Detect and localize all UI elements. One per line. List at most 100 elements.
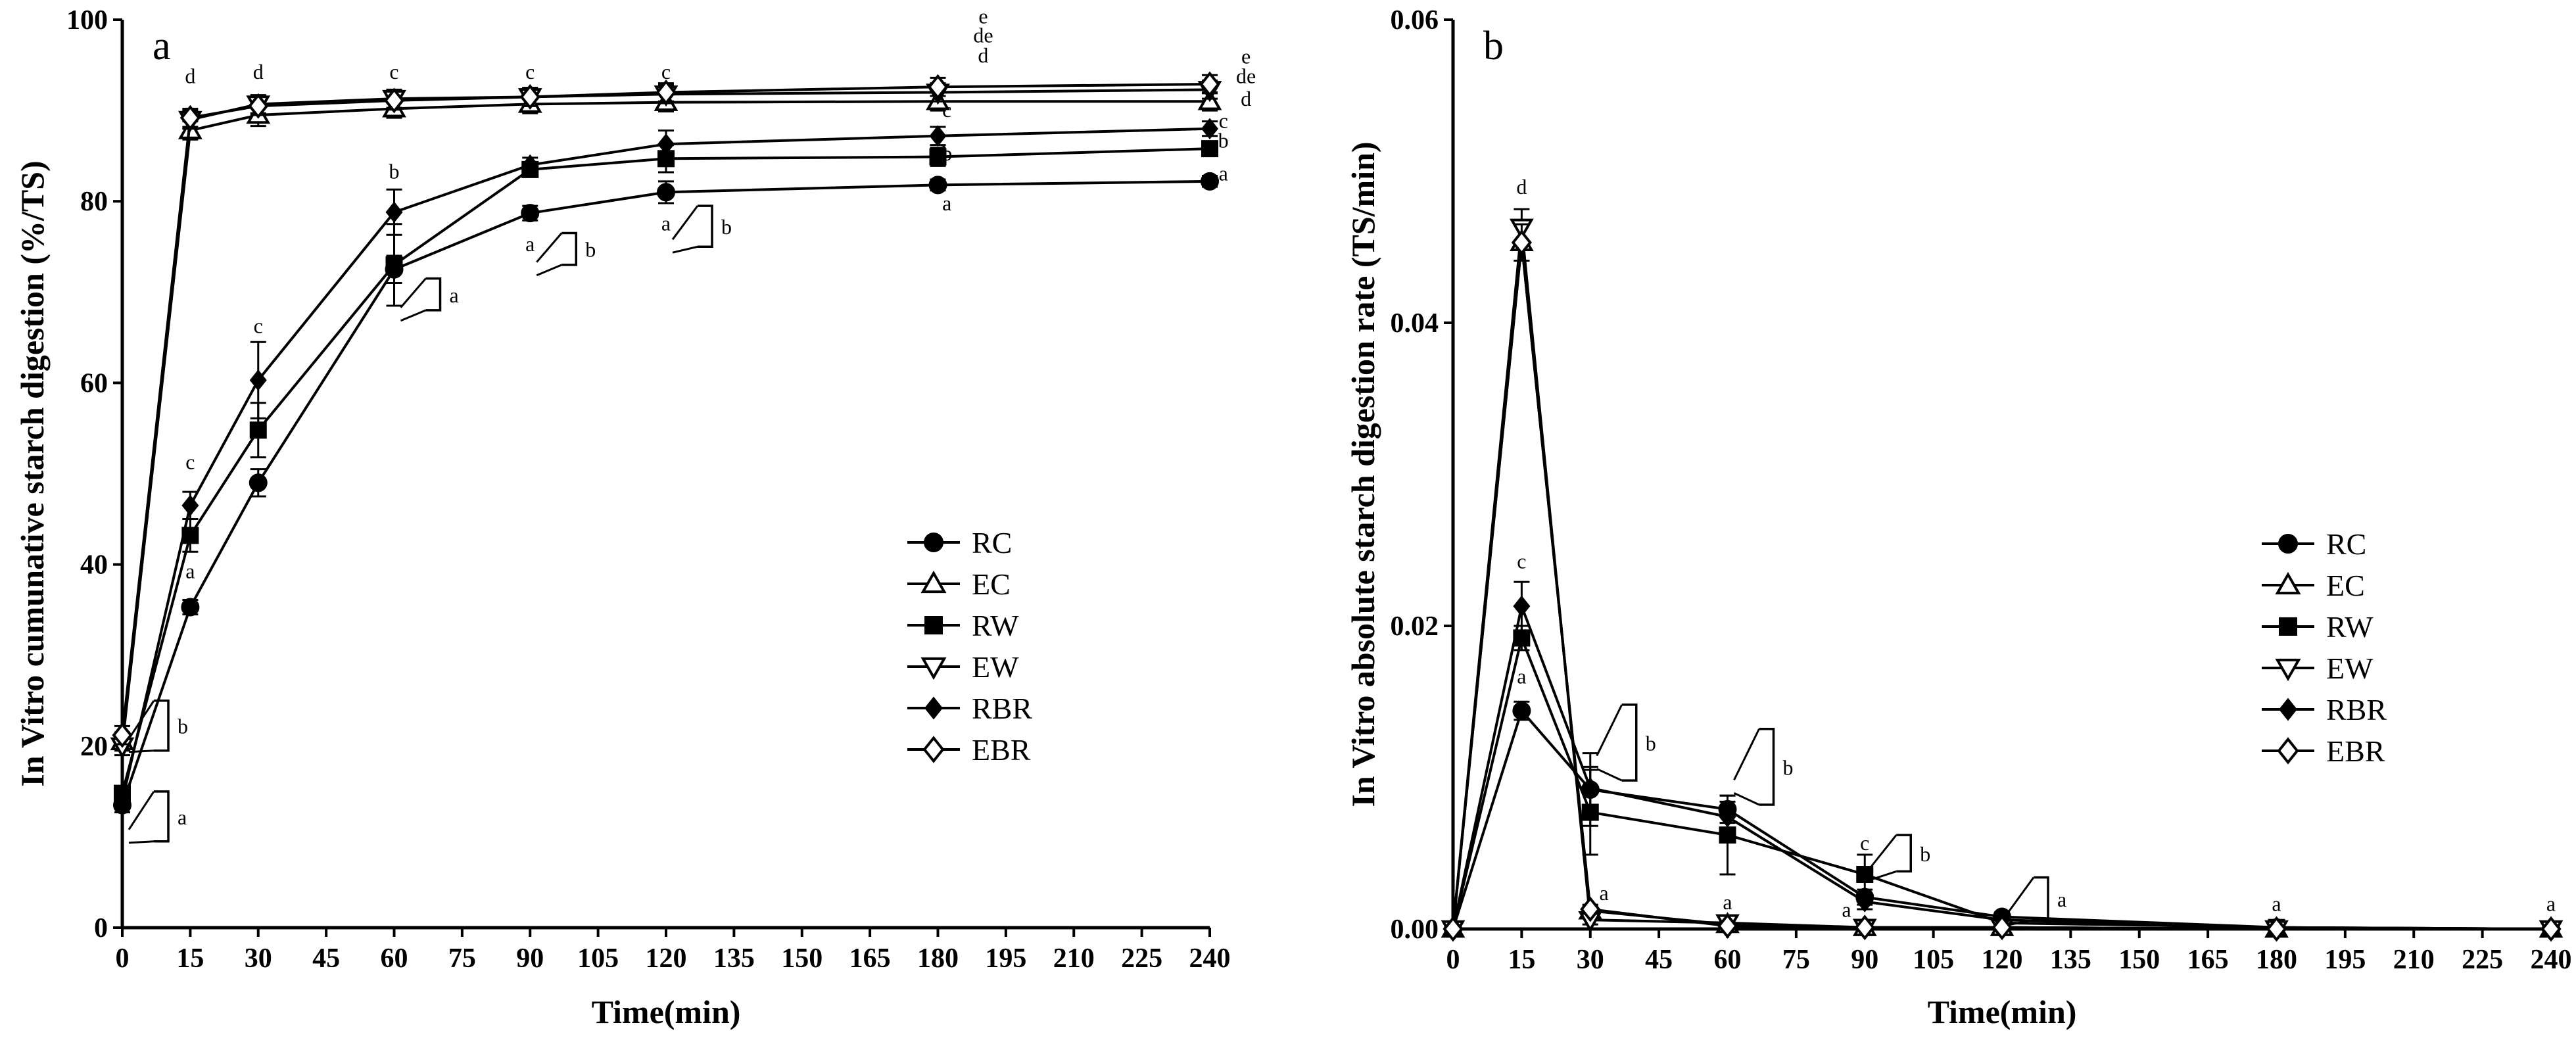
- bracket-leader: [2007, 876, 2035, 913]
- x-tick-label: 45: [1645, 945, 1673, 975]
- legend-item-EC: EC: [2262, 569, 2365, 602]
- bracket-label: b: [721, 215, 732, 239]
- significance-letter: de: [1236, 64, 1256, 88]
- x-tick-label: 120: [646, 943, 687, 974]
- data-point: [385, 256, 403, 273]
- significance-letter: c: [1860, 831, 1869, 855]
- bracket-shape: [1621, 703, 1638, 782]
- bracket-shape: [154, 790, 170, 843]
- x-tick-label: 90: [516, 943, 544, 974]
- significance-letter: a: [2546, 891, 2556, 915]
- significance-bracket: b: [1733, 727, 1794, 806]
- panel-label: a: [153, 24, 171, 68]
- legend-label: RC: [2326, 527, 2366, 561]
- data-point: [383, 87, 405, 114]
- series-line: [1452, 601, 2552, 930]
- series-line: [121, 127, 1210, 801]
- x-tick-label: 15: [1508, 945, 1535, 975]
- data-point: [1717, 913, 1738, 939]
- bracket-leader: [2008, 918, 2034, 926]
- bracket-leader: [1871, 834, 1897, 867]
- legend-marker: [920, 657, 947, 680]
- bracket-leader: [400, 277, 427, 308]
- significance-letter: b: [1218, 129, 1229, 153]
- legend-item-RC: RC: [907, 526, 1012, 559]
- x-tick-label: 195: [2324, 945, 2366, 975]
- y-tick-label: 40: [80, 550, 108, 581]
- x-tick-label: 240: [2531, 945, 2572, 975]
- significance-letter: d: [1241, 87, 1251, 110]
- legend-label: EC: [972, 567, 1011, 601]
- legend-label: EW: [2326, 652, 2373, 685]
- legend-label: RW: [2326, 610, 2373, 644]
- significance-letter: a: [185, 559, 195, 582]
- x-tick-label: 60: [1714, 945, 1742, 975]
- x-tick-label: 120: [1982, 945, 2023, 975]
- series-line: [1452, 242, 2551, 930]
- data-point: [181, 598, 200, 617]
- bracket-label: a: [178, 805, 187, 829]
- significance-bracket: a: [2007, 876, 2066, 926]
- x-tick-label: 135: [713, 943, 755, 974]
- data-point: [181, 494, 199, 517]
- data-point: [928, 176, 947, 195]
- bracket-label: b: [178, 715, 188, 738]
- y-tick-label: 0: [94, 913, 108, 943]
- x-tick-label: 165: [2187, 945, 2229, 975]
- series-EC: [1441, 223, 2564, 938]
- legend-item-EW: EW: [907, 650, 1019, 684]
- series-line: [121, 147, 1210, 794]
- significance-letter: a: [525, 232, 535, 256]
- x-tick-label: 150: [2118, 945, 2160, 975]
- bracket-label: a: [450, 283, 459, 307]
- data-point: [929, 148, 947, 166]
- legend-marker: [920, 570, 947, 594]
- x-tick-label: 180: [2256, 945, 2297, 975]
- legend-marker: [2275, 571, 2301, 595]
- significance-bracket: b: [536, 231, 596, 277]
- y-tick-label: 0.06: [1391, 5, 1439, 36]
- series-line: [1452, 242, 2551, 930]
- significance-letter: c: [254, 314, 263, 337]
- legend-marker: [924, 533, 943, 552]
- y-tick-label: 0.00: [1391, 915, 1439, 945]
- series-line: [121, 179, 1210, 806]
- bracket-shape: [2034, 876, 2049, 921]
- significance-letter: a: [1600, 881, 1609, 905]
- significance-letter: d: [1516, 175, 1527, 199]
- data-point: [1581, 777, 1599, 799]
- x-tick-label: 225: [2462, 945, 2503, 975]
- bracket-leader: [1733, 728, 1760, 781]
- significance-letter: a: [1723, 890, 1732, 914]
- bracket-leader: [1733, 792, 1760, 806]
- y-axis-title: In Vitro cumunative starch digestion (%/…: [14, 160, 51, 786]
- significance-letter: d: [253, 60, 264, 83]
- panel-a: 0 15 30 45 60 75 90 105 120 135 150 165 180 195 210 225…: [14, 5, 1256, 1030]
- series-RC: [1444, 700, 2560, 938]
- legend: RC EC RW EW RBR EBR: [2262, 527, 2387, 768]
- data-point: [249, 369, 267, 391]
- series-line: [121, 100, 1210, 742]
- x-tick-label: 135: [2050, 945, 2091, 975]
- legend-marker: [2279, 698, 2297, 721]
- x-axis-title: Time(min): [1928, 993, 2077, 1030]
- data-point: [385, 201, 403, 224]
- legend-label: EBR: [2326, 734, 2385, 768]
- significance-letter: b: [389, 160, 400, 183]
- significance-bracket: a: [400, 277, 459, 322]
- significance-bracket: b: [671, 204, 732, 254]
- significance-letter: b: [942, 141, 952, 165]
- significance-letter: e: [1241, 44, 1251, 68]
- series-RC: [113, 172, 1219, 815]
- bracket-label: b: [1783, 755, 1794, 779]
- data-point: [1992, 915, 2013, 941]
- significance-bracket: b: [1871, 834, 1930, 881]
- legend-item-RBR: RBR: [2262, 693, 2387, 726]
- data-point: [1580, 896, 1601, 922]
- legend: RC EC RW EW RBR EBR: [907, 526, 1032, 767]
- significance-bracket: b: [1596, 703, 1656, 782]
- data-point: [1199, 71, 1220, 97]
- significance-letter: d: [185, 64, 195, 88]
- x-tick-label: 15: [176, 943, 204, 974]
